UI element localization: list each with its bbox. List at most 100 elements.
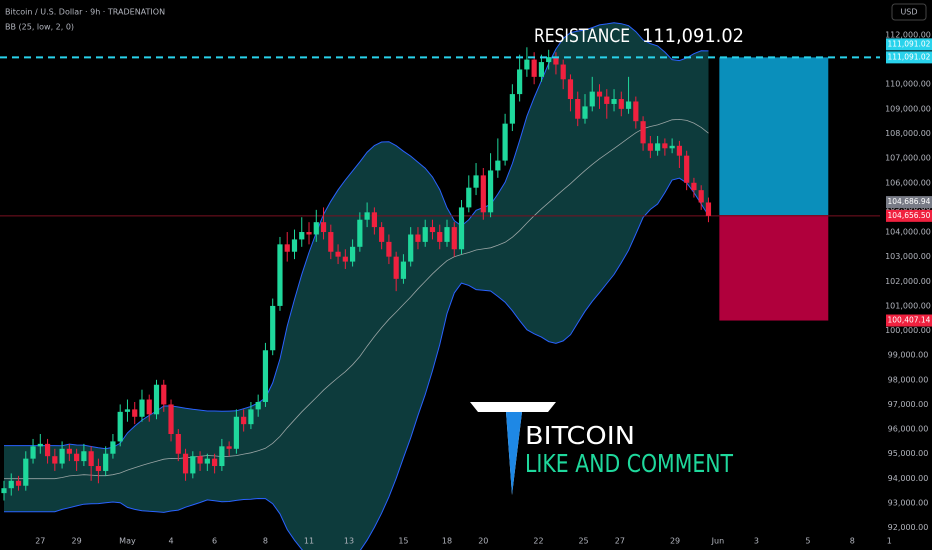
candle-body <box>357 219 363 247</box>
y-tick-label: 104,000.00 <box>885 228 931 237</box>
candle-body <box>212 458 218 467</box>
candle-body <box>698 190 704 203</box>
candle-body <box>422 227 428 242</box>
brand-slogan: LIKE AND COMMENT <box>525 449 734 478</box>
candle-body <box>291 239 298 252</box>
candle-body <box>175 434 181 454</box>
x-tick-label: Jun <box>711 537 725 546</box>
logo <box>470 402 556 495</box>
candle-body <box>182 453 189 474</box>
entry-price-label-bg <box>886 196 932 209</box>
candle-body <box>538 62 545 77</box>
candle-body <box>444 227 450 242</box>
candle-body <box>262 350 269 402</box>
brand-name: BITCOIN <box>525 421 635 450</box>
candle-body <box>458 207 465 250</box>
y-tick-label: 108,000.00 <box>885 129 931 138</box>
candle-body <box>589 91 595 107</box>
currency: USD <box>900 8 917 17</box>
candle-body <box>625 101 632 109</box>
resistance-price-label-bg <box>886 38 932 51</box>
y-tick-label: 97,000.00 <box>888 400 929 409</box>
symbol-title: Bitcoin / U.S. Dollar · 9h · TRADENATION <box>5 8 165 17</box>
candle-body <box>153 384 160 415</box>
bollinger-lower <box>4 177 709 550</box>
candle-body <box>103 453 109 471</box>
candle-body <box>52 456 58 464</box>
candle-body <box>124 409 131 412</box>
candle-body <box>190 456 196 474</box>
bollinger-band <box>4 22 709 550</box>
resistance-price-label-bg <box>886 51 932 64</box>
candle-body <box>349 246 356 262</box>
candle-body <box>393 256 399 279</box>
candle-body <box>371 212 377 228</box>
x-tick-label: 29 <box>670 537 680 546</box>
stop-price-label: 100,407.14 <box>888 316 931 325</box>
candle-body <box>255 401 261 410</box>
x-tick-label: 25 <box>578 537 588 546</box>
candle-body <box>1 488 7 494</box>
y-tick-label: 94,000.00 <box>888 474 929 483</box>
candle-body <box>74 453 80 462</box>
candle-body <box>161 384 167 405</box>
candle-body <box>168 404 174 435</box>
candle-body <box>531 59 537 77</box>
y-tick-label: 98,000.00 <box>888 375 929 384</box>
candle-body <box>415 234 421 242</box>
x-tick-label: 1 <box>887 537 892 546</box>
candle-body <box>466 187 472 208</box>
candle-body <box>146 399 152 415</box>
candle-body <box>8 480 14 489</box>
stop-price-label-bg <box>886 314 932 327</box>
y-tick-label: 103,000.00 <box>885 252 931 261</box>
candle-body <box>139 399 145 417</box>
candle-body <box>618 99 624 109</box>
candle-body <box>596 91 603 97</box>
y-tick-label: 100,000.00 <box>885 326 931 335</box>
y-tick-label: 112,000.00 <box>885 30 931 39</box>
candle-body <box>277 244 283 306</box>
candle-body <box>204 458 210 464</box>
candle-body <box>59 448 65 464</box>
candle-body <box>37 443 43 447</box>
candle-body <box>429 227 436 233</box>
candle-body <box>582 106 588 119</box>
y-tick-label: 99,000.00 <box>888 351 929 360</box>
indicator-label: BB (25, low, 2, 0) <box>5 23 74 32</box>
candle-body <box>495 160 501 171</box>
resistance-text: RESISTANCE <box>534 25 630 47</box>
candle-body <box>379 227 385 242</box>
candle-body <box>502 123 508 161</box>
x-tick-label: 20 <box>478 537 488 546</box>
entry-price-label: 104,686.94 <box>888 197 931 206</box>
y-tick-label: 93,000.00 <box>888 498 929 507</box>
candle-body <box>567 79 574 100</box>
x-tick-label: 8 <box>263 537 268 546</box>
candle-body <box>662 143 668 149</box>
x-tick-label: 6 <box>212 537 217 546</box>
candle-body <box>480 175 486 213</box>
candle-body <box>248 409 254 425</box>
y-tick-label: 107,000.00 <box>885 154 931 163</box>
candle-body <box>437 232 443 242</box>
resistance-price-label: 111,091.02 <box>888 39 931 48</box>
last-price-label-bg <box>886 209 932 222</box>
candle-body <box>604 96 610 104</box>
candle-body <box>66 448 72 454</box>
x-tick-label: 11 <box>304 537 314 546</box>
resistance-value: 111,091.02 <box>642 25 744 47</box>
y-tick-label: 96,000.00 <box>888 425 929 434</box>
candle-body <box>400 261 407 279</box>
currency-box <box>891 3 927 21</box>
logo-mark <box>506 412 522 495</box>
candle-body <box>226 446 232 449</box>
candle-body <box>451 227 457 250</box>
candle-body <box>560 64 566 80</box>
candle-body <box>15 480 22 486</box>
bollinger-upper <box>4 22 709 450</box>
candle-body <box>81 451 87 462</box>
candle-body <box>517 69 523 95</box>
x-tick-label: 8 <box>850 537 855 546</box>
target-zone <box>719 57 829 216</box>
